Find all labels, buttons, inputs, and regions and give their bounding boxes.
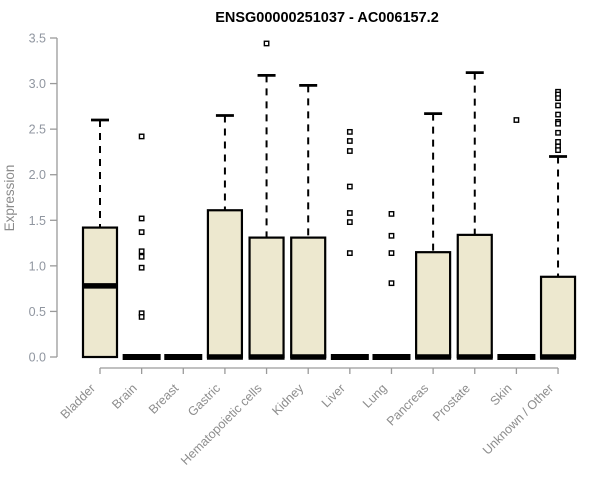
x-tick-label: Gastric: [185, 381, 223, 419]
outlier-liver: [346, 210, 353, 216]
outlier-liver: [346, 219, 353, 226]
outlier-brain: [138, 133, 145, 140]
box-pancreas: [415, 251, 452, 359]
x-tick-label: Brain: [109, 381, 140, 412]
outlier-lung: [388, 232, 395, 239]
x-tick-label: Lung: [360, 381, 390, 411]
outlier-brain: [138, 229, 145, 236]
x-tick-label: Skin: [487, 381, 514, 408]
outlier-brain: [138, 215, 145, 222]
x-tick-label: Kidney: [269, 381, 306, 418]
x-tick-label: Hematopoietic cells: [178, 381, 265, 468]
outlier-brain: [138, 264, 145, 271]
outlier-skin: [513, 117, 520, 123]
x-tick-label: Pancreas: [384, 381, 431, 428]
outlier-liver: [346, 250, 353, 256]
outlier-brain: [138, 253, 145, 260]
box-prostate: [456, 233, 493, 359]
box-hematopoietic-cells: [248, 236, 285, 359]
outlier-unknown-other: [555, 139, 561, 145]
x-tick-label: Prostate: [430, 381, 473, 424]
outlier-liver: [346, 138, 353, 144]
chart-title: ENSG00000251037 - AC006157.2: [215, 10, 439, 26]
outlier-unknown-other: [555, 95, 561, 102]
x-tick-label: Bladder: [58, 381, 98, 421]
outlier-liver: [346, 128, 353, 135]
outlier-lung: [388, 211, 395, 217]
outlier-liver: [346, 183, 353, 190]
box-bladder: [81, 226, 119, 359]
outlier-lung: [388, 280, 395, 287]
y-axis-title: Expression: [2, 165, 17, 232]
outlier-liver: [346, 148, 353, 154]
outlier-unknown-other: [555, 120, 561, 127]
y-tick-label: 0.0: [29, 351, 46, 365]
outlier-unknown-other: [555, 129, 561, 136]
x-tick-label: Unknown / Other: [480, 381, 556, 457]
y-tick-label: 2.0: [29, 168, 46, 182]
x-tick-label: Liver: [319, 381, 348, 410]
box-unknown-other: [539, 275, 577, 359]
y-tick-label: 0.5: [29, 305, 46, 319]
outlier-unknown-other: [555, 147, 561, 154]
box-gastric: [206, 209, 244, 359]
x-tick-label: Breast: [146, 381, 182, 417]
y-tick-label: 3.0: [29, 77, 46, 91]
outlier-brain: [138, 313, 145, 320]
outlier-hematopoietic-cells: [263, 40, 270, 47]
outlier-lung: [388, 250, 395, 256]
y-tick-label: 1.0: [29, 259, 46, 273]
outlier-unknown-other: [555, 102, 561, 109]
box-kidney: [290, 236, 327, 359]
y-tick-label: 3.5: [29, 32, 46, 46]
outlier-brain: [138, 248, 145, 255]
y-tick-label: 1.5: [29, 214, 46, 228]
y-tick-label: 2.5: [29, 123, 46, 137]
outlier-unknown-other: [555, 111, 561, 118]
